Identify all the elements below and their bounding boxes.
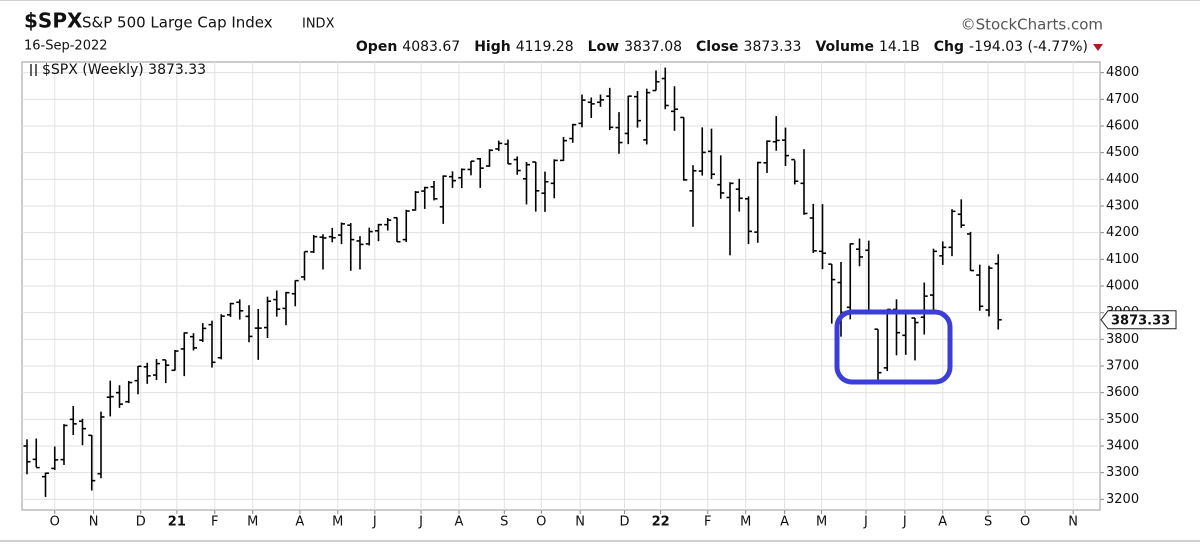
x-tick-label: F bbox=[211, 515, 218, 530]
x-tick-label: 22 bbox=[652, 515, 670, 530]
x-tick-label: M bbox=[247, 515, 258, 530]
x-tick-label: S bbox=[500, 515, 508, 530]
x-tick-label: O bbox=[50, 515, 60, 530]
x-tick-label: A bbox=[455, 515, 464, 530]
stats: Open 4083.67 High 4119.28 Low 3837.08 Close 387… bbox=[356, 39, 1088, 55]
y-tick-label: 4400 bbox=[1106, 172, 1139, 187]
y-tick-label: 4000 bbox=[1106, 279, 1139, 294]
symbol: $SPX bbox=[24, 9, 83, 33]
stat-label: Volume bbox=[815, 39, 874, 55]
y-tick-label: 3200 bbox=[1106, 492, 1139, 507]
x-tick-label: 21 bbox=[168, 515, 186, 530]
highlight-annotation bbox=[834, 309, 953, 385]
last-price-box bbox=[1100, 310, 1177, 330]
y-tick-label: 4100 bbox=[1106, 252, 1139, 267]
legend: $SPX (Weekly) 3873.33 bbox=[30, 62, 206, 78]
y-tick-label: 4800 bbox=[1106, 65, 1139, 80]
exchange: INDX bbox=[302, 17, 335, 32]
last-price-label: 3873.33 bbox=[1111, 313, 1170, 328]
x-tick-label: A bbox=[780, 515, 789, 530]
x-tick-label: A bbox=[295, 515, 304, 530]
y-tick-label: 3300 bbox=[1106, 465, 1139, 480]
stat-value: 3873.33 bbox=[744, 39, 802, 55]
x-tick-label: J bbox=[372, 515, 377, 530]
index-name: S&P 500 Large Cap Index bbox=[82, 14, 273, 32]
stat-value: 4083.67 bbox=[402, 39, 460, 55]
x-tick-label: J bbox=[863, 515, 868, 530]
x-tick-label: A bbox=[938, 515, 947, 530]
stat-label: Chg bbox=[934, 39, 964, 55]
down-arrow bbox=[1093, 44, 1103, 51]
x-tick-label: J bbox=[418, 515, 423, 530]
x-tick-label: D bbox=[620, 515, 630, 530]
x-tick-label: N bbox=[1068, 515, 1078, 530]
stat-label: High bbox=[474, 39, 511, 55]
stat-value: 3837.08 bbox=[624, 39, 682, 55]
stat-value: 4119.28 bbox=[516, 39, 574, 55]
x-tick-label: N bbox=[575, 515, 585, 530]
date: 16-Sep-2022 bbox=[24, 39, 108, 54]
stat-label: Open bbox=[356, 39, 397, 55]
axes: 3200330034003500360037003800390040004100… bbox=[50, 65, 1177, 530]
stat-value: -194.03 (-4.77%) bbox=[969, 39, 1088, 55]
x-tick-label: M bbox=[740, 515, 751, 530]
x-tick-label: F bbox=[704, 515, 711, 530]
y-tick-label: 3500 bbox=[1106, 412, 1139, 427]
x-tick-label: N bbox=[89, 515, 99, 530]
x-tick-label: J bbox=[902, 515, 907, 530]
y-tick-label: 4600 bbox=[1106, 119, 1139, 134]
y-tick-label: 3700 bbox=[1106, 359, 1139, 374]
grid bbox=[22, 62, 1100, 510]
x-tick-label: S bbox=[984, 515, 992, 530]
x-tick-label: M bbox=[332, 515, 343, 530]
y-tick-label: 4700 bbox=[1106, 92, 1139, 107]
y-tick-label: 4200 bbox=[1106, 225, 1139, 240]
y-tick-label: 3600 bbox=[1106, 385, 1139, 400]
y-tick-label: 4300 bbox=[1106, 199, 1139, 214]
legend-label: $SPX (Weekly) 3873.33 bbox=[42, 62, 206, 78]
price-bars bbox=[23, 67, 1002, 497]
stat-label: Low bbox=[588, 39, 620, 55]
stat-label: Close bbox=[696, 39, 739, 55]
x-tick-label: O bbox=[536, 515, 546, 530]
y-tick-label: 3400 bbox=[1106, 439, 1139, 454]
x-tick-label: D bbox=[136, 515, 146, 530]
stat-value: 14.1B bbox=[879, 39, 920, 55]
x-tick-label: O bbox=[1020, 515, 1030, 530]
y-tick-label: 4500 bbox=[1106, 145, 1139, 160]
y-tick-label: 3800 bbox=[1106, 332, 1139, 347]
x-tick-label: M bbox=[816, 515, 827, 530]
source: ©StockCharts.com bbox=[961, 16, 1103, 34]
